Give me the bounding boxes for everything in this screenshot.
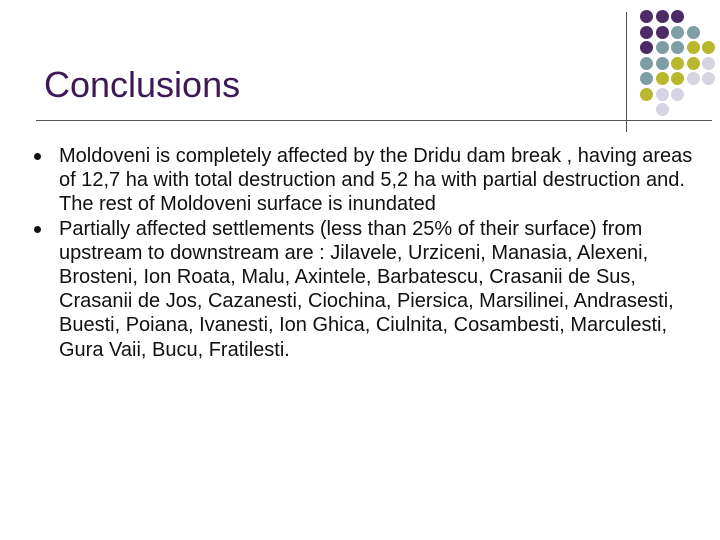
decorative-dot-icon [640, 56, 653, 70]
bullet-text: Moldoveni is completely affected by the … [59, 145, 693, 216]
decorative-dot-icon [671, 41, 684, 54]
decorative-dot-icon [655, 72, 669, 85]
title-underline [36, 120, 712, 121]
decorative-dot-grid [640, 10, 720, 120]
decorative-dot-icon [655, 56, 669, 70]
bullet-dot-icon [34, 153, 41, 160]
decorative-dot-icon [702, 41, 715, 54]
decorative-dot-icon [702, 72, 715, 85]
decorative-dot-icon [671, 25, 684, 39]
slide-title: Conclusions [44, 64, 241, 105]
decorative-dot-icon [686, 25, 700, 39]
bullet-list: Moldoveni is completely affected by the … [34, 144, 710, 362]
bullet-item: Partially affected settlements (less tha… [34, 217, 710, 362]
decorative-dot-icon [640, 72, 653, 85]
decorative-dot-icon [671, 87, 684, 101]
decorative-dot-icon [655, 10, 669, 23]
decorative-dot-icon [655, 103, 669, 116]
decorative-dot-icon [671, 10, 684, 23]
decorative-dot-icon [640, 25, 653, 39]
bullet-text: Partially affected settlements (less tha… [59, 217, 674, 361]
bullet-item: Moldoveni is completely affected by the … [34, 144, 710, 217]
decorative-dot-icon [686, 41, 700, 54]
decorative-dot-icon [671, 72, 684, 85]
bullet-dot-icon [34, 225, 41, 233]
decorative-dot-icon [671, 56, 684, 70]
decorative-dot-icon [702, 56, 715, 70]
decorative-dot-icon [655, 41, 669, 54]
decorative-dot-icon [686, 56, 700, 70]
decorative-dot-icon [655, 25, 669, 39]
decorative-dot-icon [640, 10, 653, 23]
vertical-divider [626, 12, 627, 132]
decorative-dot-icon [655, 87, 669, 101]
decorative-dot-icon [640, 41, 653, 54]
decorative-dot-icon [686, 72, 700, 85]
decorative-dot-icon [640, 87, 653, 101]
